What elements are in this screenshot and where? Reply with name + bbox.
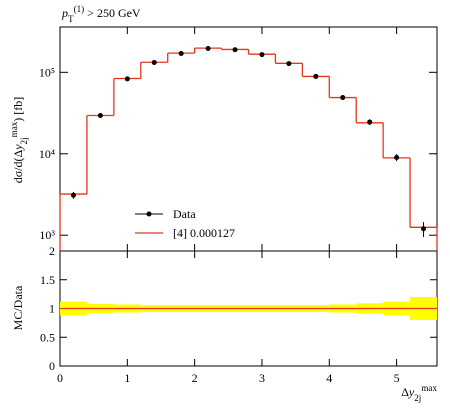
label: dσ/d(Δy2jmax) [fb] — [9, 97, 29, 184]
label: Δy2jmax — [401, 383, 437, 403]
data-point — [286, 61, 292, 67]
data-point — [313, 73, 319, 79]
label-part: 2j — [414, 393, 421, 403]
label-part: y — [408, 385, 415, 399]
data-point — [97, 112, 103, 118]
data-point — [421, 226, 427, 232]
y-tick-label: 10⁴ — [39, 147, 55, 161]
x-tick-label: 5 — [394, 371, 400, 385]
data-point — [259, 52, 265, 58]
data-point — [70, 192, 76, 198]
label-part: ) [fb] — [11, 97, 25, 122]
data-point — [124, 76, 130, 82]
label-part: y — [11, 144, 25, 151]
data-point — [205, 46, 211, 52]
label-part: (1) — [74, 4, 85, 14]
label-part: max — [9, 121, 19, 137]
data-point — [367, 119, 373, 125]
label-part: max — [421, 383, 437, 393]
ratio-y-tick-label: 0 — [49, 359, 55, 373]
label-part: Δ — [401, 385, 409, 399]
label-part: 2j — [19, 137, 29, 144]
main-frame — [59, 26, 438, 252]
data-point — [178, 51, 184, 57]
label-part: T — [68, 14, 74, 24]
y-tick-label: 10⁵ — [39, 65, 55, 79]
ratio-y-tick-label: 1 — [49, 302, 55, 316]
data-point — [232, 47, 238, 53]
data-point — [340, 95, 346, 101]
x-tick-label: 1 — [124, 371, 130, 385]
x-tick-label: 0 — [57, 371, 63, 385]
legend-label: Data — [173, 207, 196, 221]
legend-label: [4] 0.000127 — [173, 226, 235, 240]
x-tick-label: 2 — [192, 371, 198, 385]
ratio-y-tick-label: 0.5 — [40, 330, 55, 344]
label-part: p — [61, 6, 68, 20]
x-tick-label: 3 — [259, 371, 265, 385]
data-point — [151, 59, 157, 65]
data-point — [394, 154, 400, 160]
ratio-y-tick-label: 1.5 — [40, 273, 55, 287]
ratio-y-label: MC/Data — [11, 285, 25, 330]
legend-marker — [146, 211, 152, 217]
label-part: dσ/d(Δ — [11, 149, 25, 183]
x-tick-label: 4 — [326, 371, 332, 385]
y-tick-label: 10³ — [39, 228, 55, 242]
ratio-y-tick-label: 2 — [49, 244, 55, 258]
label: pT(1) > 250 GeV — [61, 4, 141, 24]
label-part: > 250 GeV — [84, 6, 141, 20]
